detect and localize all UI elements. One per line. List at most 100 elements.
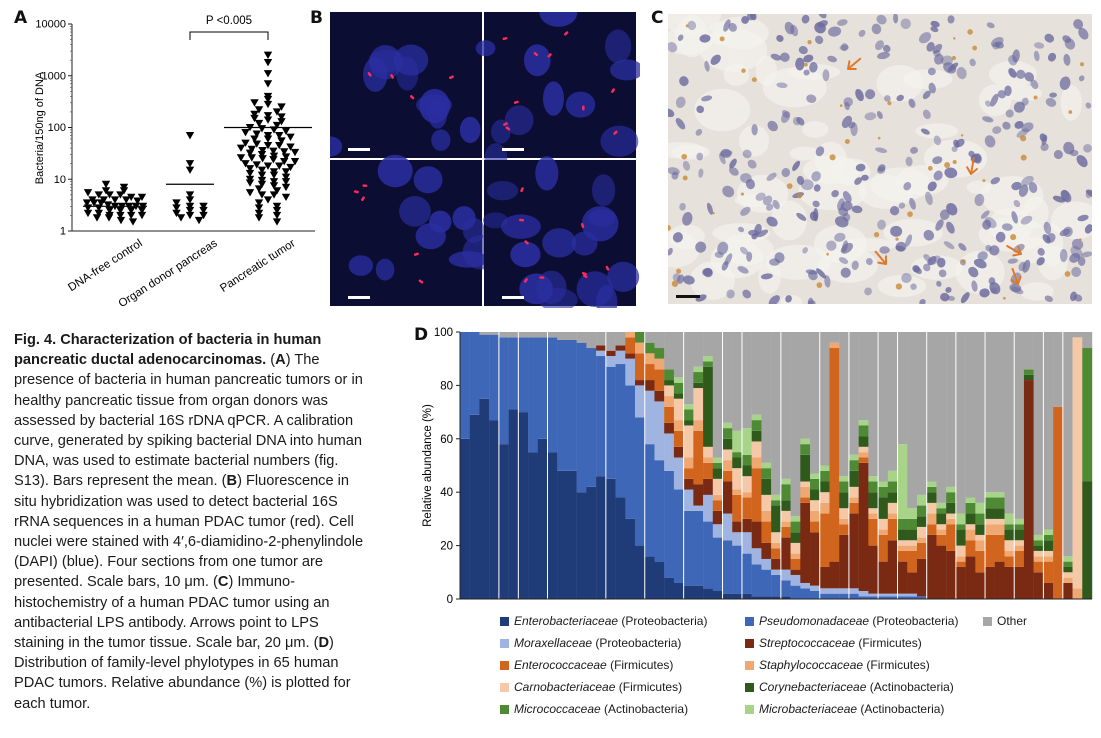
nucleus <box>850 122 858 137</box>
stroma <box>719 234 774 265</box>
nucleus <box>879 246 890 254</box>
bar-segment <box>751 457 762 469</box>
bar-segment <box>780 521 791 527</box>
data-point <box>263 112 273 120</box>
nucleus <box>565 91 596 118</box>
nucleus <box>812 200 820 208</box>
stroma <box>876 64 924 102</box>
bar-segment <box>673 489 684 583</box>
bar-segment <box>751 420 762 431</box>
nucleus <box>928 82 936 94</box>
bar-segment <box>741 553 752 594</box>
nucleus <box>876 111 883 120</box>
bar-segment <box>586 486 597 599</box>
bar-segment <box>664 422 675 434</box>
nucleus <box>751 124 758 136</box>
legend-item: Moraxellaceae (Proteobacteria) <box>500 636 681 650</box>
bar-segment-other <box>1072 332 1083 338</box>
nucleus <box>1069 149 1079 157</box>
lps-stain <box>887 101 892 106</box>
nucleus <box>1039 133 1047 142</box>
bar-segment <box>985 524 995 535</box>
bacteria-signal <box>563 31 569 36</box>
bar-segment <box>605 478 616 599</box>
nucleus <box>822 69 830 82</box>
bar-segment <box>839 492 850 509</box>
nucleus <box>675 117 686 130</box>
bar-segment <box>703 361 713 367</box>
bar-segment <box>644 380 655 391</box>
bar-segment <box>751 596 762 599</box>
nucleus <box>984 217 997 229</box>
bar-segment-other <box>732 332 743 431</box>
nucleus <box>800 179 814 191</box>
bar-segment <box>839 524 850 535</box>
data-point <box>272 121 282 130</box>
bar-segment <box>615 364 626 498</box>
nucleus <box>785 295 792 303</box>
bar-segment-other <box>1053 332 1064 407</box>
arrow-shape <box>1006 245 1022 257</box>
bar-segment <box>800 486 811 498</box>
nucleus <box>1018 184 1029 197</box>
bar-segment <box>887 470 898 482</box>
bar-segment <box>644 444 655 557</box>
lps-stain <box>982 179 986 183</box>
bar-segment <box>946 513 957 519</box>
arrow-icon <box>1006 245 1022 257</box>
bar-segment <box>868 513 879 519</box>
bar-segment <box>946 524 957 551</box>
bar-segment-other <box>528 332 538 338</box>
bar-segment <box>673 393 684 399</box>
bar-segment <box>916 542 927 559</box>
nucleus <box>796 117 805 126</box>
bar-segment <box>1014 529 1025 541</box>
bar-segment <box>712 478 723 495</box>
nucleus <box>1069 253 1081 263</box>
nucleus <box>986 22 995 29</box>
nucleus <box>840 267 851 278</box>
data-point <box>116 211 125 220</box>
bar-segment <box>858 462 869 591</box>
legend-swatch <box>500 638 509 648</box>
bar-segment-other <box>916 332 927 495</box>
nucleus <box>698 168 704 178</box>
data-point <box>257 171 267 179</box>
bar-segment <box>810 590 820 599</box>
nucleus <box>1059 249 1068 263</box>
data-point <box>257 166 267 174</box>
bar-segment <box>1043 534 1054 541</box>
nucleus <box>1036 257 1045 266</box>
nucleus <box>838 257 849 264</box>
lps-stain <box>807 40 812 45</box>
bar-segment <box>732 452 743 458</box>
nucleus <box>747 159 757 169</box>
data-point <box>263 80 273 88</box>
legend-family-name: Enterococcaceae <box>514 658 607 672</box>
lps-stain <box>951 55 957 61</box>
bar-segment <box>644 342 655 354</box>
bar-segment <box>712 524 723 538</box>
bar-segment <box>965 502 976 514</box>
nucleus <box>946 221 955 234</box>
nucleus <box>1071 266 1082 277</box>
stroma <box>910 255 963 280</box>
data-point <box>281 183 291 192</box>
bar-segment <box>596 345 607 351</box>
nucleus <box>951 146 958 152</box>
tumor-bar <box>955 332 966 599</box>
bar-segment <box>732 430 743 453</box>
bar-segment-other <box>897 332 908 445</box>
bar-segment <box>994 518 1005 525</box>
bar-segment <box>722 470 733 482</box>
bar-segment <box>985 492 995 498</box>
bar-segment <box>1014 566 1025 599</box>
data-point <box>254 214 264 222</box>
data-point <box>269 147 278 155</box>
bacteria-signal <box>362 184 368 187</box>
bar-segment-other <box>722 332 733 423</box>
tumor-bar <box>780 332 791 599</box>
bar-segment <box>1014 550 1025 567</box>
bar-segment <box>625 332 636 338</box>
tumor-bar <box>635 332 645 599</box>
